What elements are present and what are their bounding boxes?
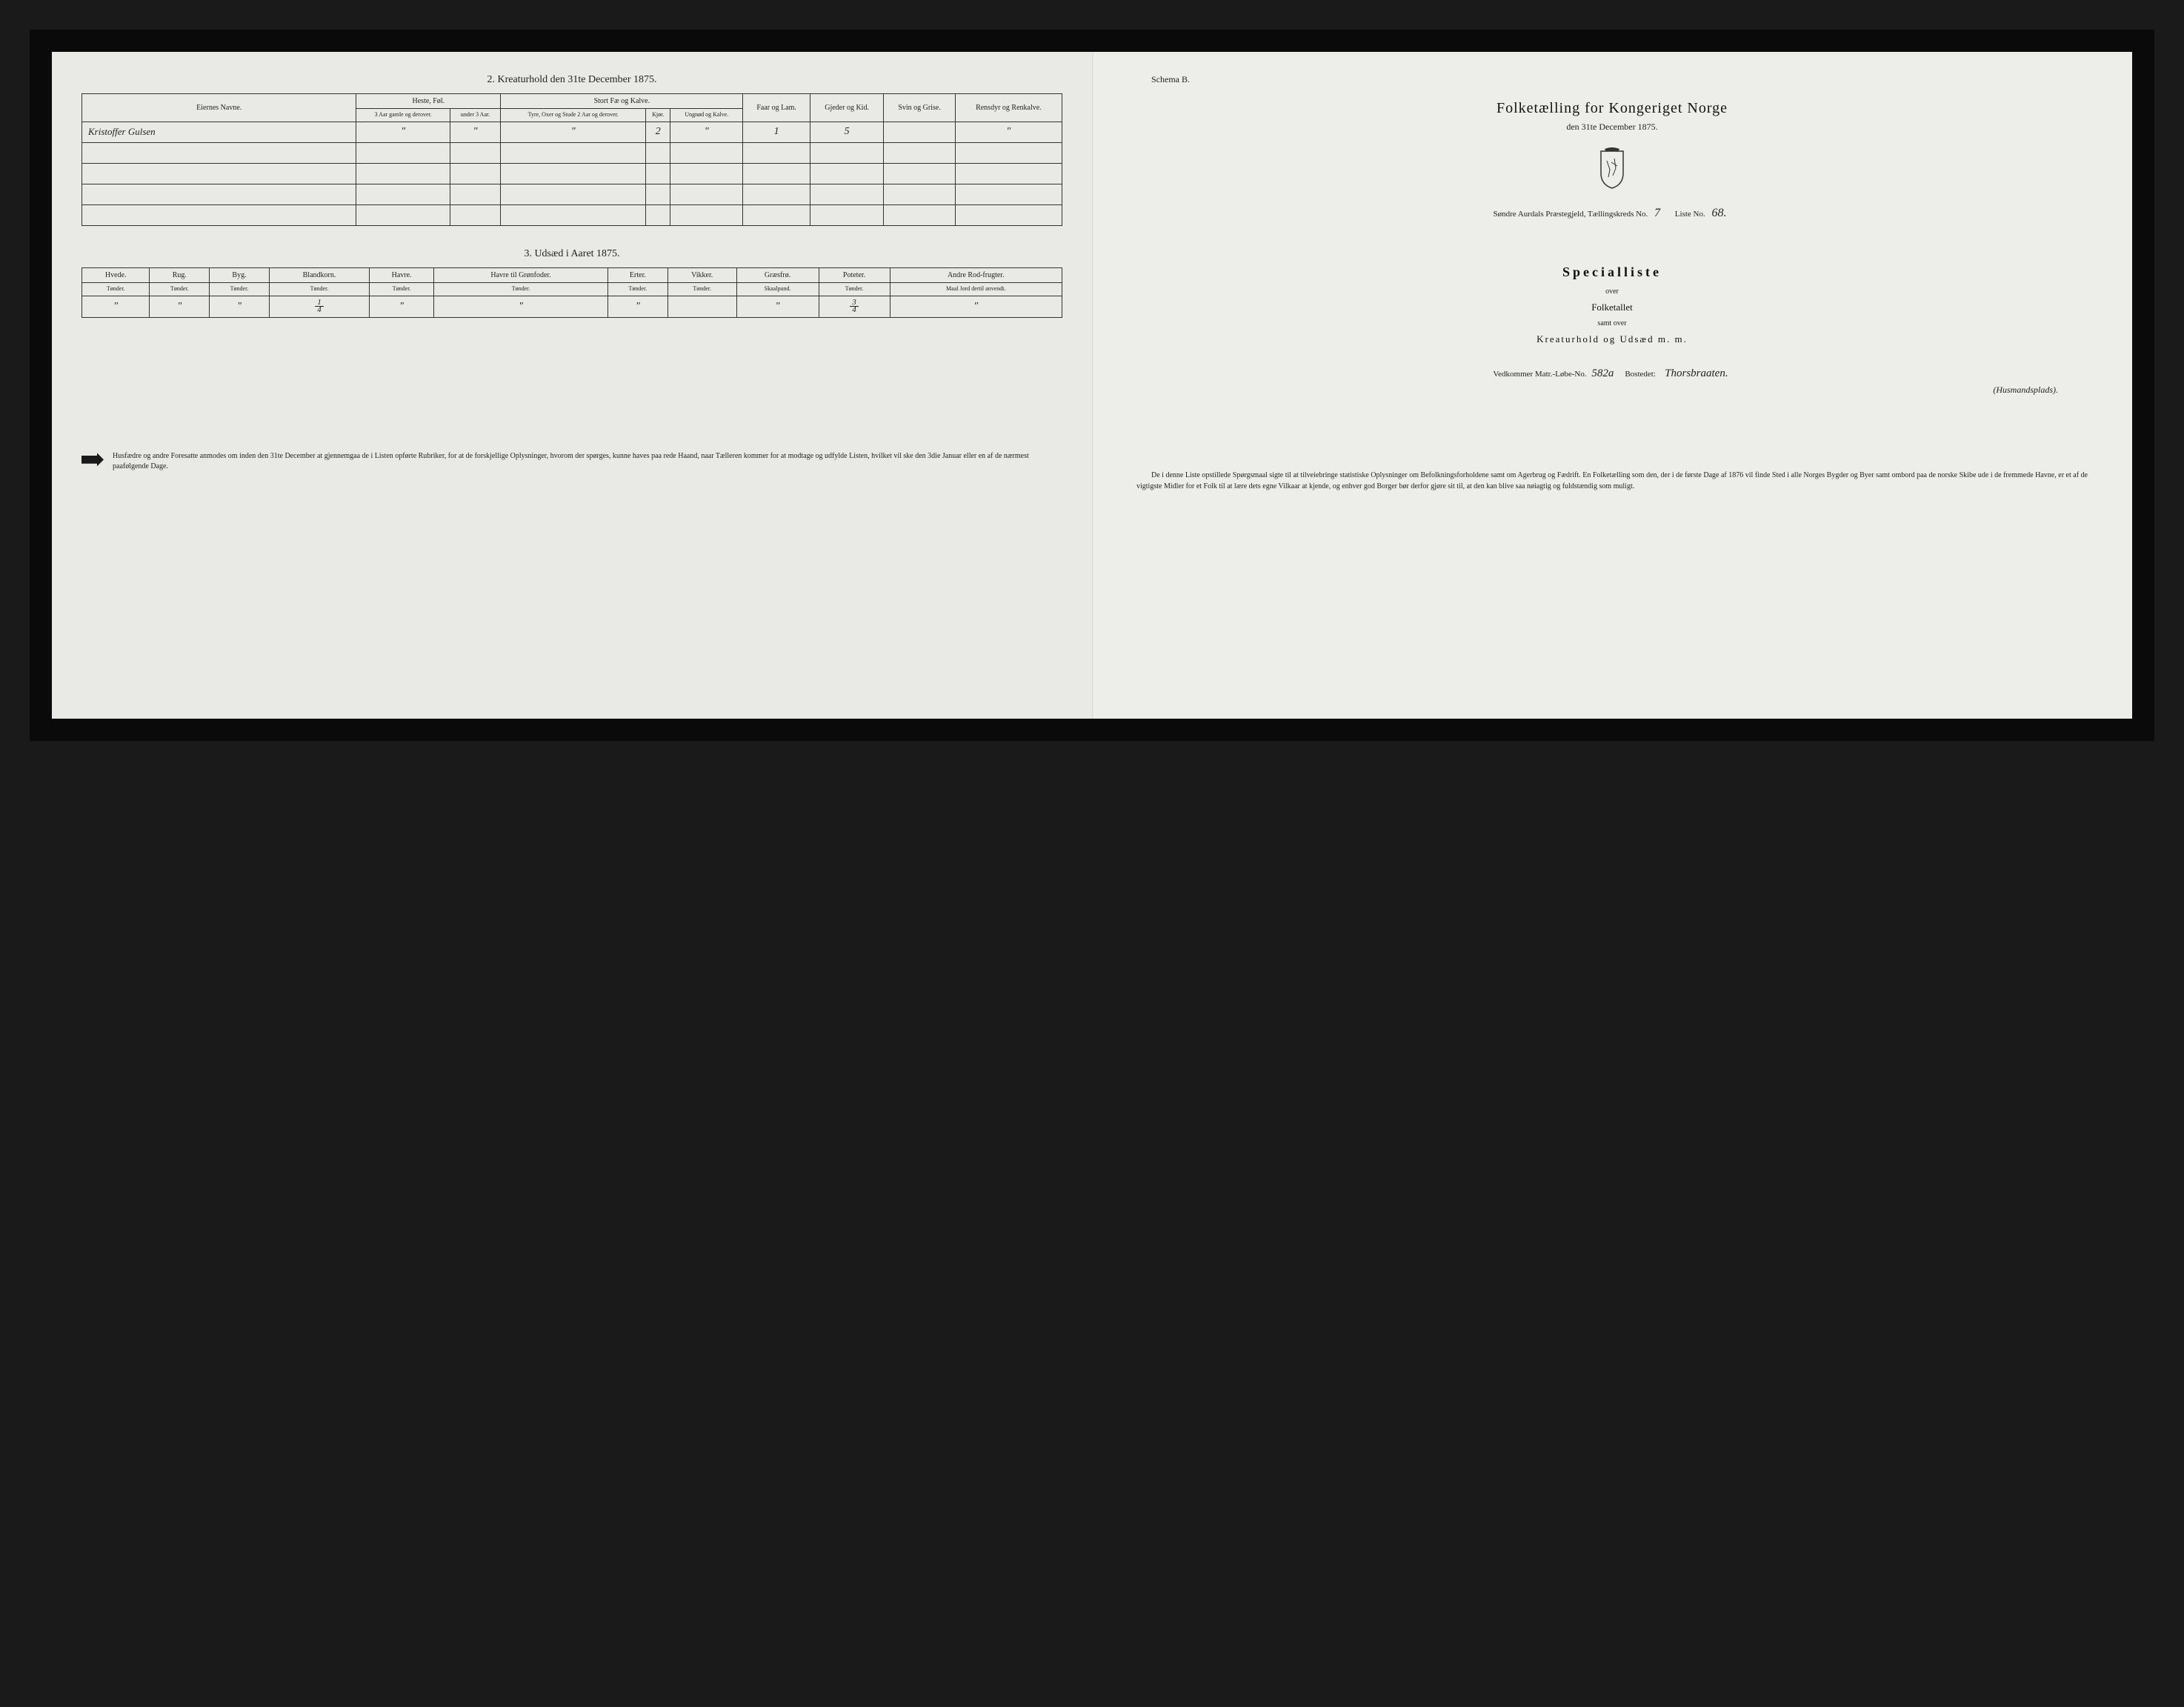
cell: 5 bbox=[810, 122, 884, 142]
cell-fraction: 14 bbox=[269, 296, 369, 318]
right-page: Schema B. Folketælling for Kongeriget No… bbox=[1092, 52, 2132, 719]
cell: " bbox=[150, 296, 210, 318]
specialliste-title: Specialliste bbox=[1122, 264, 2103, 280]
unit: Skaalpund. bbox=[736, 282, 819, 296]
bosted-sub: (Husmandsplads). bbox=[1122, 385, 2103, 396]
cell: " bbox=[356, 122, 450, 142]
rensdyr-header: Rensdyr og Renkalve. bbox=[955, 94, 1062, 122]
havre-h: Havre. bbox=[370, 267, 434, 282]
unit: Tønder. bbox=[667, 282, 736, 296]
unit: Tønder. bbox=[434, 282, 608, 296]
bosted-name: Thorsbraaten. bbox=[1662, 367, 1731, 379]
cell: " bbox=[501, 122, 646, 142]
ungnod-header: Ungnød og Kalve. bbox=[670, 109, 743, 122]
empty-row bbox=[82, 184, 1062, 204]
cell: " bbox=[370, 296, 434, 318]
cell: " bbox=[210, 296, 270, 318]
unit: Tønder. bbox=[82, 282, 150, 296]
over-label: over bbox=[1122, 287, 2103, 296]
matr-prefix: Vedkommer Matr.-Løbe-No. bbox=[1493, 370, 1586, 379]
note-text: Husfædre og andre Foresatte anmodes om i… bbox=[113, 451, 1062, 472]
poteter-h: Poteter. bbox=[819, 267, 890, 282]
livestock-row-1: Kristoffer Gulsen " " " 2 " 1 5 " bbox=[82, 122, 1062, 142]
svin-header: Svin og Grise. bbox=[884, 94, 955, 122]
matr-line: Vedkommer Matr.-Løbe-No. 582a Bostedet: … bbox=[1122, 367, 2103, 380]
main-title: Folketælling for Kongeriget Norge bbox=[1122, 100, 2103, 117]
kreatur-line: Kreaturhold og Udsæd m. m. bbox=[1122, 333, 2103, 345]
pointing-hand-icon bbox=[81, 453, 104, 466]
heste3-header: 3 Aar gamle og derover. bbox=[356, 109, 450, 122]
section2-title: 2. Kreaturhold den 31te December 1875. bbox=[81, 74, 1062, 86]
cell: 2 bbox=[646, 122, 670, 142]
left-bottom-note: Husfædre og andre Foresatte anmodes om i… bbox=[81, 451, 1062, 472]
empty-row bbox=[82, 142, 1062, 163]
blandkorn-h: Blandkorn. bbox=[269, 267, 369, 282]
parish-line: Søndre Aurdals Præstegjeld, Tællingskred… bbox=[1122, 207, 2103, 220]
parish-prefix: Søndre Aurdals Præstegjeld, Tællingskred… bbox=[1494, 210, 1648, 219]
liste-no: 68. bbox=[1708, 207, 1731, 219]
cell bbox=[884, 122, 955, 142]
right-bottom-note: De i denne Liste opstillede Spørgsmaal s… bbox=[1122, 470, 2103, 492]
matr-no: 582a bbox=[1588, 367, 1617, 379]
schema-label: Schema B. bbox=[1122, 74, 2103, 85]
heste-group: Heste, Føl. bbox=[356, 94, 501, 109]
section3-title: 3. Udsæd i Aaret 1875. bbox=[81, 248, 1062, 260]
cell: " bbox=[736, 296, 819, 318]
cell: " bbox=[670, 122, 743, 142]
cell-fraction: 34 bbox=[819, 296, 890, 318]
tyre-header: Tyre, Oxer og Stude 2 Aar og derover. bbox=[501, 109, 646, 122]
document-frame: 2. Kreaturhold den 31te December 1875. E… bbox=[30, 30, 2154, 741]
cell bbox=[667, 296, 736, 318]
left-page: 2. Kreaturhold den 31te December 1875. E… bbox=[52, 52, 1092, 719]
cell: 1 bbox=[743, 122, 810, 142]
page-spread: 2. Kreaturhold den 31te December 1875. E… bbox=[52, 52, 2132, 719]
owner-header: Eiernes Navne. bbox=[82, 94, 356, 122]
kjor-header: Kjør. bbox=[646, 109, 670, 122]
unit: Maal Jord dertil anvendt. bbox=[890, 282, 1062, 296]
seed-table: Hvede. Rug. Byg. Blandkorn. Havre. Havre… bbox=[81, 267, 1062, 319]
stortfae-group: Stort Fæ og Kalve. bbox=[501, 94, 743, 109]
cell: " bbox=[890, 296, 1062, 318]
erter-h: Erter. bbox=[608, 267, 668, 282]
kreds-no: 7 bbox=[1650, 207, 1665, 219]
cell: " bbox=[434, 296, 608, 318]
unit: Tønder. bbox=[608, 282, 668, 296]
vikker-h: Vikker. bbox=[667, 267, 736, 282]
liste-label: Liste No. bbox=[1675, 210, 1705, 219]
unit: Tønder. bbox=[210, 282, 270, 296]
folketallet: Folketallet bbox=[1122, 302, 2103, 313]
gjeder-header: Gjeder og Kid. bbox=[810, 94, 884, 122]
bosted-label: Bostedet: bbox=[1625, 370, 1656, 379]
cell: " bbox=[608, 296, 668, 318]
hesteU3-header: under 3 Aar. bbox=[450, 109, 500, 122]
samt-over: samt over bbox=[1122, 319, 2103, 327]
byg-h: Byg. bbox=[210, 267, 270, 282]
cell: " bbox=[82, 296, 150, 318]
grasfro-h: Græsfrø. bbox=[736, 267, 819, 282]
cell: " bbox=[955, 122, 1062, 142]
main-subtitle: den 31te December 1875. bbox=[1122, 122, 2103, 133]
unit: Tønder. bbox=[269, 282, 369, 296]
empty-row bbox=[82, 163, 1062, 184]
unit: Tønder. bbox=[819, 282, 890, 296]
hvede-h: Hvede. bbox=[82, 267, 150, 282]
livestock-table: Eiernes Navne. Heste, Føl. Stort Fæ og K… bbox=[81, 93, 1062, 226]
empty-row bbox=[82, 204, 1062, 225]
faar-header: Faar og Lam. bbox=[743, 94, 810, 122]
owner-cell: Kristoffer Gulsen bbox=[82, 122, 356, 142]
coat-of-arms-icon bbox=[1594, 147, 1631, 192]
unit: Tønder. bbox=[150, 282, 210, 296]
unit: Tønder. bbox=[370, 282, 434, 296]
havregras-h: Havre til Grønfoder. bbox=[434, 267, 608, 282]
cell: " bbox=[450, 122, 500, 142]
seed-row: " " " 14 " " " " 34 " bbox=[82, 296, 1062, 318]
rug-h: Rug. bbox=[150, 267, 210, 282]
andre-h: Andre Rod-frugter. bbox=[890, 267, 1062, 282]
